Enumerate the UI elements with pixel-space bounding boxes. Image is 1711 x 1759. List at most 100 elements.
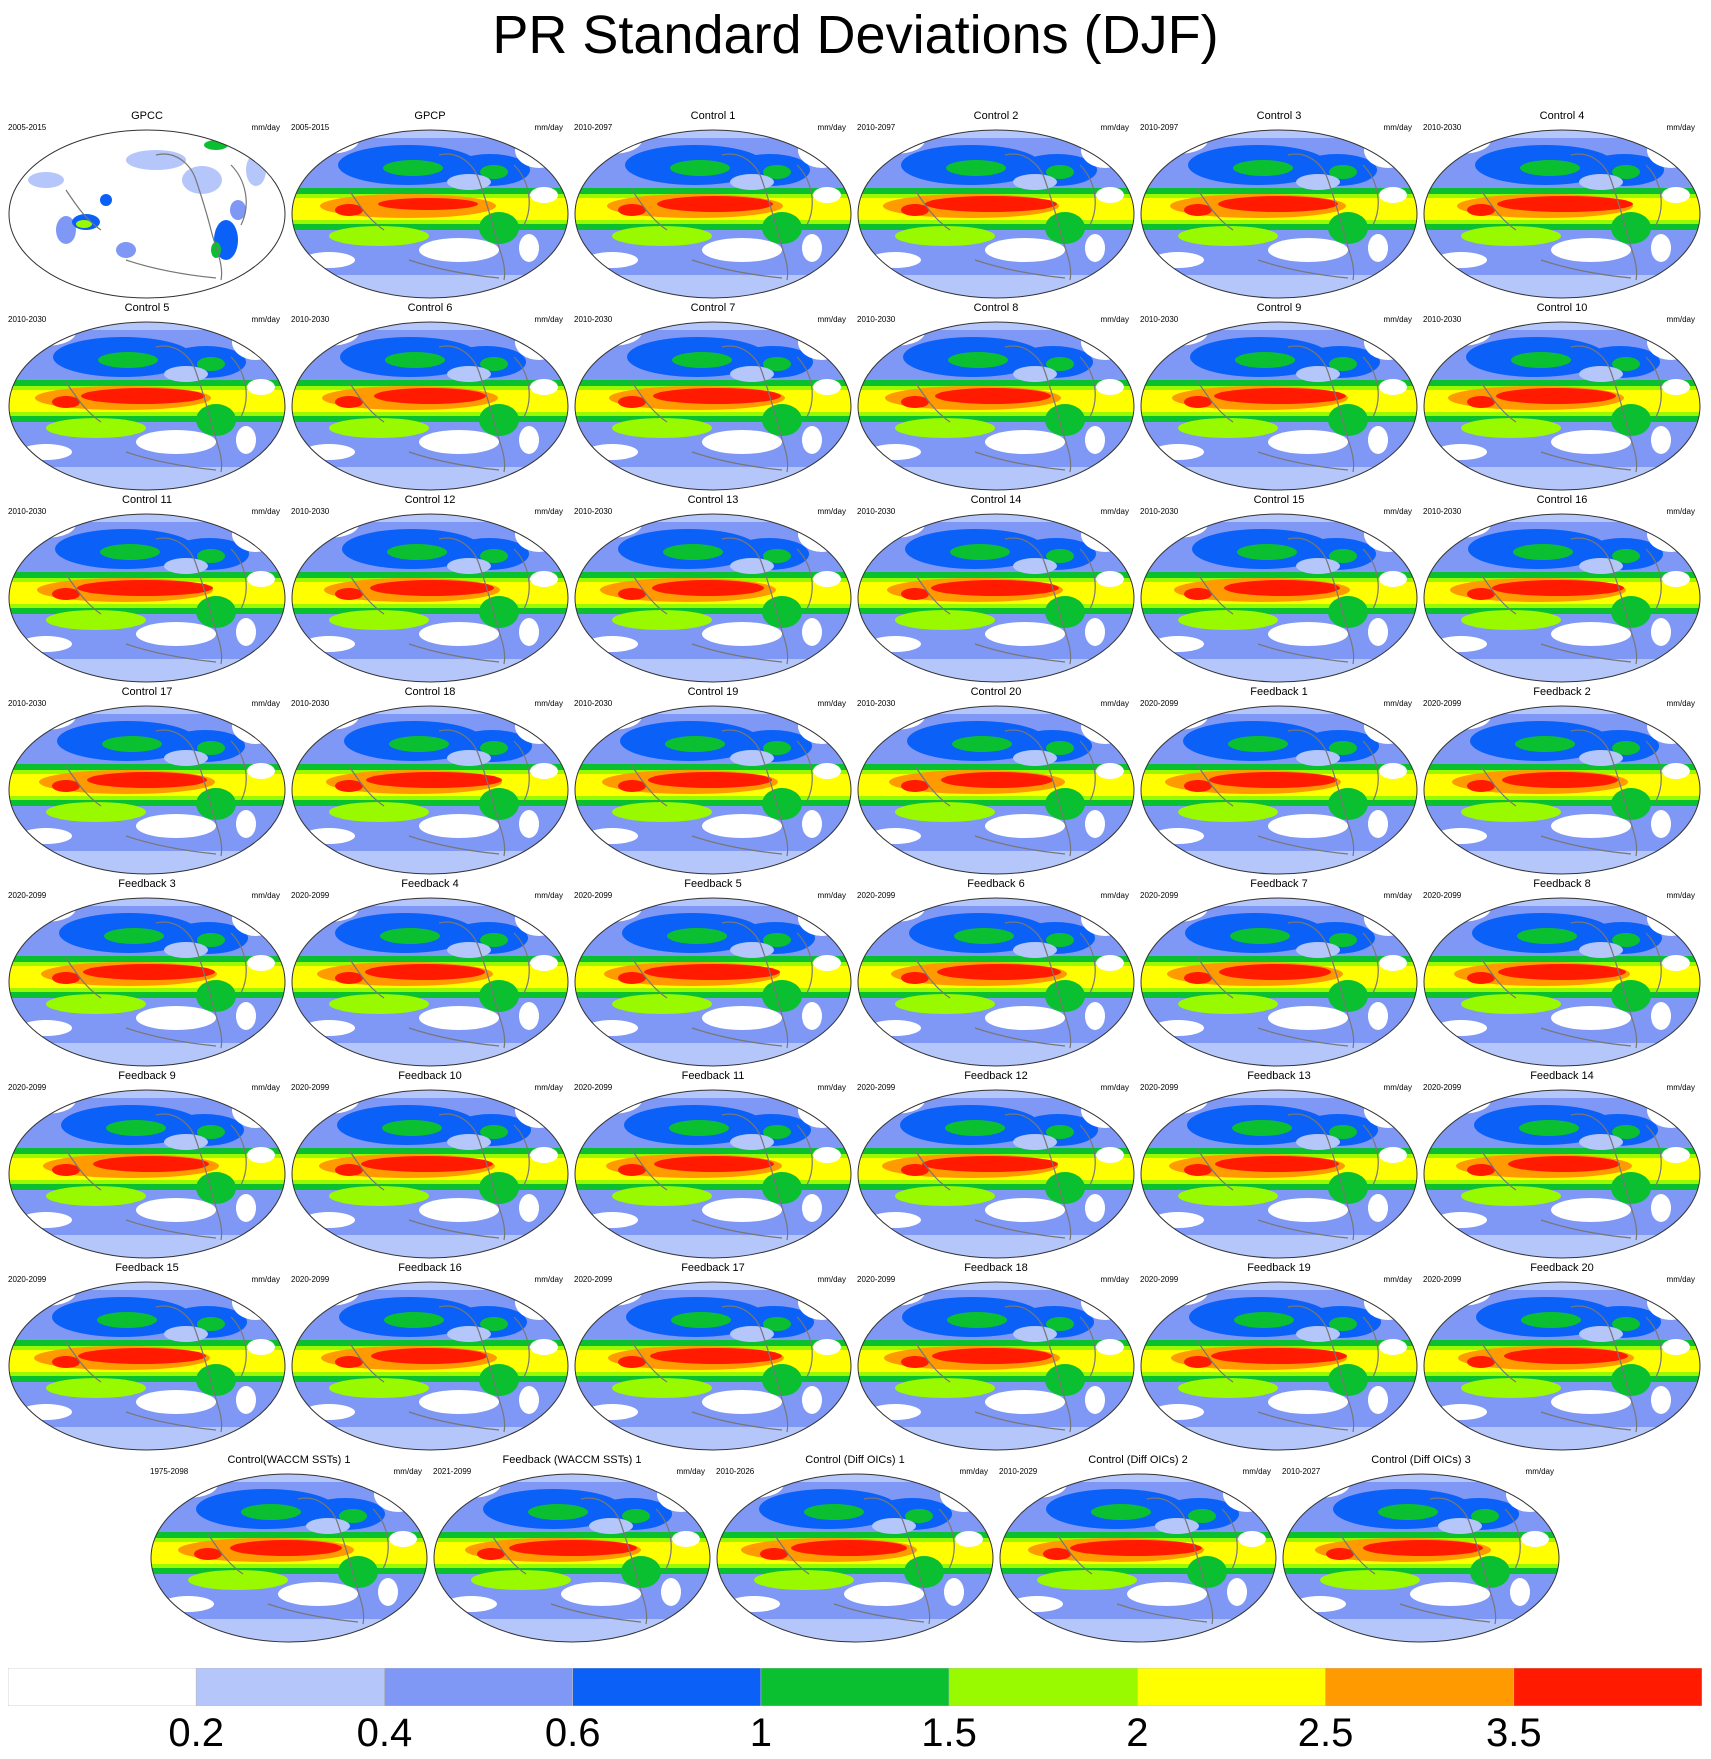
coastline — [1480, 921, 1662, 1049]
colorbar-tick-label: 0.2 — [168, 1711, 225, 1755]
map-plot — [574, 1281, 852, 1451]
precip-field — [575, 1090, 851, 1258]
map-outline — [857, 1281, 1135, 1451]
panel-units: mm/day — [1666, 507, 1695, 516]
map-plot — [1423, 129, 1701, 299]
coastline — [631, 1113, 813, 1241]
panel-units: mm/day — [251, 1083, 280, 1092]
precip-field — [292, 1282, 568, 1450]
map-plot — [8, 897, 286, 1067]
coastline — [914, 537, 1096, 665]
map-outline — [1140, 129, 1418, 299]
map-plot — [1423, 321, 1701, 491]
colorbar-box — [948, 1668, 1138, 1706]
map-plot — [291, 1089, 569, 1259]
map-plot — [1140, 1089, 1418, 1259]
map-panel: Control 6 2010-2030 mm/day — [289, 302, 571, 492]
panel-units: mm/day — [817, 123, 846, 132]
panel-units: mm/day — [1383, 507, 1412, 516]
map-outline — [291, 513, 569, 683]
coastline — [773, 1497, 955, 1625]
map-plot — [8, 129, 286, 299]
map-panel: Control 10 2010-2030 mm/day — [1421, 302, 1703, 492]
map-panel: Feedback 5 2020-2099 mm/day — [572, 878, 854, 1068]
panel-period: 2010-2030 — [8, 699, 47, 708]
map-outline — [1423, 513, 1701, 683]
map-panel: Control 4 2010-2030 mm/day — [1421, 110, 1703, 300]
panel-period: 2020-2099 — [8, 891, 47, 900]
colorbar-box — [1513, 1668, 1702, 1706]
coastline — [914, 153, 1096, 281]
map-panel: Feedback 20 2020-2099 mm/day — [1421, 1262, 1703, 1452]
map-outline — [574, 321, 852, 491]
panel-units: mm/day — [1666, 699, 1695, 708]
map-panel: Control (Diff OICs) 3 2010-2027 mm/day — [1280, 1454, 1562, 1644]
panel-period: 2020-2099 — [8, 1275, 47, 1284]
coastline — [65, 921, 247, 1049]
map-outline — [291, 897, 569, 1067]
panel-title: Control 20 — [970, 686, 1022, 698]
panel-period: 2020-2099 — [1140, 1275, 1179, 1284]
map-outline — [574, 1281, 852, 1451]
map-outline — [1140, 1281, 1418, 1451]
panel-title: Feedback 18 — [964, 1262, 1028, 1274]
map-plot — [291, 897, 569, 1067]
panel-period: 2010-2030 — [8, 315, 47, 324]
panel-title: Control (Diff OICs) 2 — [1088, 1454, 1188, 1466]
panel-period: 2020-2099 — [1423, 1275, 1462, 1284]
precip-field — [434, 1474, 710, 1642]
map-plot — [1140, 321, 1418, 491]
coastline — [65, 345, 247, 473]
panel-period: 2010-2029 — [999, 1467, 1038, 1476]
panel-units: mm/day — [1100, 1083, 1129, 1092]
precip-field — [858, 1282, 1134, 1450]
map-plot — [857, 129, 1135, 299]
map-panel: Control 18 2010-2030 mm/day — [289, 686, 571, 876]
map-plot — [574, 897, 852, 1067]
coastline — [631, 921, 813, 1049]
colorbar — [8, 1668, 1702, 1706]
map-plot — [8, 1281, 286, 1451]
map-outline — [857, 897, 1135, 1067]
panel-title: Control 12 — [404, 494, 456, 506]
map-outline — [857, 129, 1135, 299]
precip-field — [1424, 898, 1700, 1066]
panel-units: mm/day — [534, 507, 563, 516]
map-plot — [1423, 1281, 1701, 1451]
panel-period: 2020-2099 — [1423, 891, 1462, 900]
map-plot — [1140, 513, 1418, 683]
map-outline — [1140, 705, 1418, 875]
colorbar-box — [384, 1668, 573, 1706]
map-outline — [574, 129, 852, 299]
panel-units: mm/day — [1100, 699, 1129, 708]
panel-period: 2010-2030 — [574, 507, 613, 516]
map-plot — [291, 513, 569, 683]
precip-field — [9, 514, 285, 682]
panel-period: 2020-2099 — [291, 1275, 330, 1284]
panel-units: mm/day — [817, 507, 846, 516]
panel-title: Control 5 — [124, 302, 170, 314]
precip-field — [1141, 1282, 1417, 1450]
panel-units: mm/day — [1383, 699, 1412, 708]
panel-period: 2010-2030 — [291, 699, 330, 708]
map-outline — [8, 705, 286, 875]
map-outline — [150, 1473, 428, 1643]
coastline — [1197, 1113, 1379, 1241]
map-outline — [857, 321, 1135, 491]
panel-title: Feedback 11 — [681, 1070, 745, 1082]
map-outline — [1140, 897, 1418, 1067]
precip-field — [575, 706, 851, 874]
map-panels-grid: GPCC 2005-2015 mm/day GPCP 2005-2015 mm/day Co… — [8, 110, 1703, 1643]
precip-field — [858, 514, 1134, 682]
panel-units: mm/day — [1242, 1467, 1271, 1476]
map-outline — [8, 1089, 286, 1259]
map-plot — [857, 897, 1135, 1067]
panel-title: Control 15 — [1253, 494, 1305, 506]
panel-title: Control 4 — [1539, 110, 1585, 122]
panel-units: mm/day — [534, 891, 563, 900]
map-panel: Control 14 2010-2030 mm/day — [855, 494, 1137, 684]
map-outline — [1423, 129, 1701, 299]
map-plot — [8, 705, 286, 875]
panel-units: mm/day — [251, 699, 280, 708]
map-panel: Control (Diff OICs) 2 2010-2029 mm/day — [997, 1454, 1279, 1644]
